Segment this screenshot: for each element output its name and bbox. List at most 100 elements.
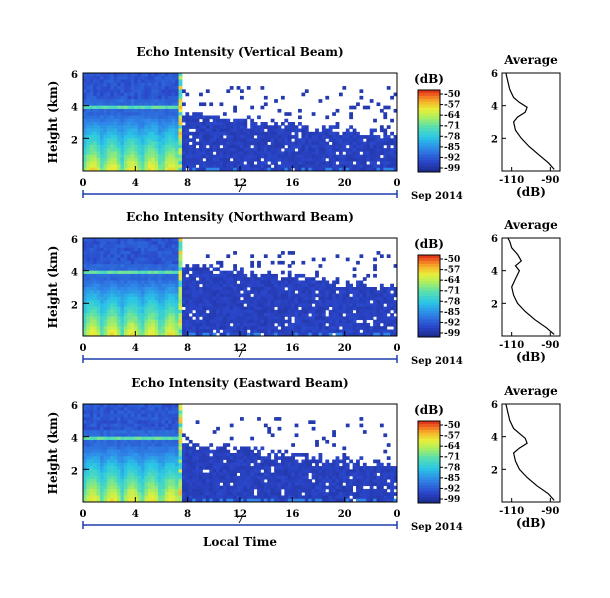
- heatmap-cell: [113, 102, 118, 107]
- heatmap-cell: [106, 167, 111, 172]
- heatmap-cell: [243, 157, 248, 162]
- heatmap-cell: [141, 456, 145, 460]
- heatmap-cell: [127, 466, 132, 470]
- heatmap-cell: [110, 492, 115, 496]
- heatmap-cell: [226, 293, 231, 298]
- heatmap-cell: [168, 76, 173, 80]
- heatmap-cell: [100, 125, 104, 129]
- heatmap-cell: [185, 122, 190, 126]
- heatmap-cell: [93, 492, 98, 496]
- heatmap-cell: [188, 296, 193, 301]
- heatmap-cell: [151, 241, 156, 245]
- heatmap-cell: [147, 410, 152, 415]
- heatmap-cell: [161, 485, 166, 490]
- heatmap-cell: [168, 498, 173, 503]
- heatmap-cell: [383, 306, 388, 311]
- heatmap-cell: [96, 492, 101, 496]
- heatmap-cell: [338, 319, 343, 324]
- heatmap-cell: [291, 296, 296, 301]
- heatmap-cell: [260, 322, 265, 327]
- heatmap-cell: [103, 498, 108, 503]
- heatmap-cell: [192, 122, 197, 126]
- heatmap-cell: [110, 244, 115, 249]
- heatmap-cell: [181, 287, 186, 291]
- heatmap-cell: [175, 164, 179, 169]
- heatmap-cell: [154, 151, 159, 156]
- heatmap-cell: [311, 164, 316, 169]
- heatmap-cell: [212, 280, 217, 285]
- heatmap-cell: [366, 105, 371, 110]
- heatmap-cell: [141, 277, 145, 281]
- heatmap-cell: [100, 326, 104, 330]
- heatmap-cell: [100, 404, 104, 408]
- heatmap-cell: [106, 89, 111, 93]
- heatmap-cell: [287, 131, 292, 136]
- heatmap-cell: [134, 260, 139, 265]
- heatmap-cell: [318, 144, 323, 149]
- heatmap-cell: [96, 449, 101, 454]
- heatmap-cell: [151, 309, 156, 314]
- heatmap-cell: [100, 290, 104, 294]
- colorbar-tick-label: -85: [444, 308, 460, 318]
- heatmap-cell: [93, 260, 98, 265]
- heatmap-cell: [83, 138, 87, 142]
- heatmap-cell: [158, 277, 162, 281]
- colorbar-tick-label: -78: [444, 132, 460, 142]
- heatmap-cell: [212, 125, 217, 129]
- heatmap-cell: [168, 293, 173, 298]
- heatmap-cell: [164, 244, 169, 249]
- heatmap-cell: [373, 267, 377, 272]
- heatmap-cell: [178, 76, 183, 80]
- heatmap-cell: [209, 167, 214, 172]
- heatmap-cell: [161, 449, 166, 454]
- heatmap-cell: [134, 79, 139, 84]
- heatmap-cell: [171, 102, 176, 107]
- heatmap-cell: [137, 247, 142, 252]
- heatmap-cell: [209, 303, 214, 307]
- heatmap-cell: [144, 251, 149, 255]
- heatmap-cell: [202, 300, 207, 304]
- heatmap-cell: [383, 138, 388, 142]
- heatmap-cell: [383, 148, 388, 152]
- heatmap-cell: [83, 423, 87, 428]
- heatmap-cell: [301, 319, 306, 324]
- heatmap-cell: [202, 316, 207, 321]
- heatmap-cell: [318, 157, 323, 162]
- heatmap-cell: [134, 82, 139, 87]
- heatmap-cell: [158, 283, 162, 288]
- heatmap-cell: [130, 482, 135, 487]
- heatmap-cell: [106, 86, 111, 90]
- heatmap-cell: [287, 251, 292, 255]
- heatmap-cell: [127, 469, 132, 473]
- heatmap-cell: [171, 89, 176, 93]
- heatmap-cell: [304, 326, 309, 330]
- heatmap-cell: [181, 144, 186, 149]
- heatmap-cell: [311, 154, 316, 159]
- heatmap-cell: [345, 148, 350, 152]
- heatmap-cell: [110, 449, 115, 454]
- heatmap-cell: [379, 319, 384, 324]
- heatmap-cell: [117, 413, 121, 418]
- heatmap-cell: [164, 128, 169, 133]
- heatmap-cell: [134, 407, 139, 411]
- heatmap-cell: [240, 131, 244, 136]
- heatmap-cell: [287, 264, 292, 268]
- heatmap-cell: [209, 273, 214, 278]
- heatmap-cell: [294, 303, 299, 307]
- heatmap-cell: [236, 306, 241, 311]
- heatmap-cell: [202, 277, 207, 281]
- heatmap-cell: [86, 76, 91, 80]
- colorbar-band: [418, 313, 440, 317]
- heatmap-cell: [110, 254, 115, 258]
- heatmap-cell: [243, 148, 248, 152]
- heatmap-cell: [100, 251, 104, 255]
- heatmap-cell: [216, 122, 220, 126]
- heatmap-cell: [260, 296, 265, 301]
- heatmap-cell: [93, 238, 98, 242]
- heatmap-cell: [373, 135, 377, 139]
- heatmap-cell: [113, 475, 118, 480]
- heatmap-cell: [117, 251, 121, 255]
- heatmap-cell: [161, 86, 166, 90]
- heatmap-cell: [175, 138, 179, 142]
- heatmap-cell: [154, 131, 159, 136]
